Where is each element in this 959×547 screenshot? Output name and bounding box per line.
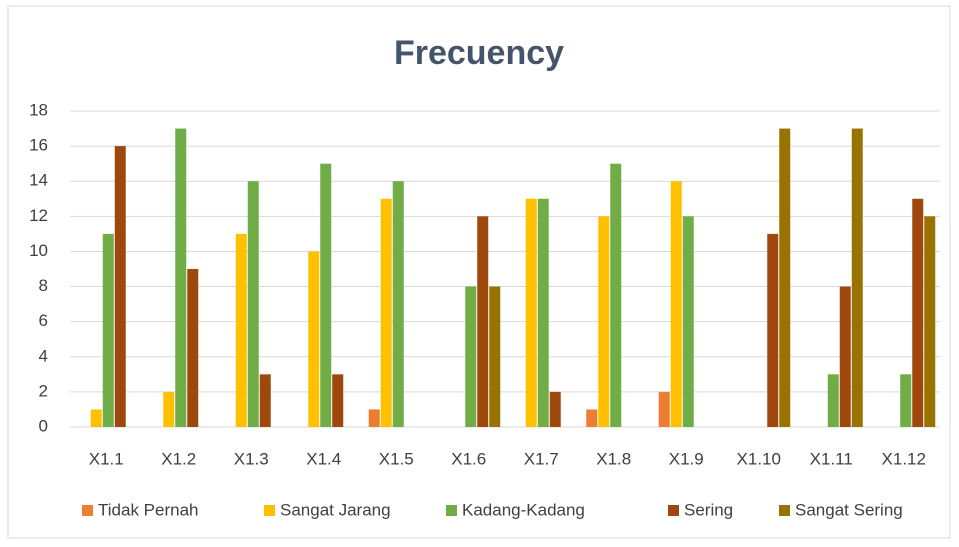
bar	[912, 198, 924, 427]
y-tick-label: 10	[29, 241, 48, 260]
bar	[114, 146, 126, 427]
bar	[525, 198, 537, 427]
bar	[90, 409, 102, 427]
legend-label: Tidak Pernah	[98, 500, 198, 519]
chart-title: Frecuency	[394, 34, 564, 72]
bar	[332, 374, 344, 427]
legend-label: Sering	[684, 500, 733, 519]
bar	[670, 181, 682, 427]
bar	[247, 181, 259, 427]
y-tick-label: 0	[39, 416, 48, 435]
bar	[682, 216, 694, 427]
bar	[827, 374, 839, 427]
bar	[598, 216, 610, 427]
legend-swatch	[446, 505, 457, 516]
bar	[900, 374, 912, 427]
bar	[465, 286, 477, 427]
legend-swatch	[264, 505, 275, 516]
bar	[235, 233, 247, 427]
x-tick-label: X1.12	[882, 449, 926, 468]
bar	[477, 216, 489, 427]
bar	[175, 128, 187, 428]
legend-swatch	[82, 505, 93, 516]
legend-swatch	[668, 505, 679, 516]
x-tick-label: X1.9	[669, 449, 704, 468]
bar	[489, 286, 501, 427]
y-tick-label: 16	[29, 136, 48, 155]
bar	[163, 391, 175, 427]
bar	[851, 128, 863, 428]
bar	[779, 128, 791, 428]
bar	[658, 391, 670, 427]
x-tick-label: X1.2	[161, 449, 196, 468]
x-tick-label: X1.5	[379, 449, 414, 468]
y-tick-label: 2	[39, 381, 48, 400]
x-tick-label: X1.7	[524, 449, 559, 468]
x-tick-label: X1.6	[451, 449, 486, 468]
legend-label: Sangat Jarang	[280, 500, 391, 519]
x-tick-label: X1.11	[810, 449, 853, 468]
bar	[767, 233, 779, 427]
bar	[259, 374, 271, 427]
bar	[839, 286, 851, 427]
bar	[537, 198, 549, 427]
y-tick-label: 4	[39, 346, 48, 365]
bar	[586, 409, 598, 427]
bar	[102, 233, 114, 427]
bar	[320, 163, 332, 427]
bar	[308, 251, 320, 427]
bar	[368, 409, 380, 427]
y-tick-label: 6	[39, 311, 48, 330]
x-tick-label: X1.8	[596, 449, 631, 468]
x-tick-label: X1.4	[306, 449, 341, 468]
bar	[924, 216, 936, 427]
x-tick-label: X1.3	[234, 449, 269, 468]
y-tick-label: 14	[29, 171, 48, 190]
bar	[392, 181, 404, 427]
x-tick-label: X1.1	[89, 449, 124, 468]
y-tick-label: 18	[29, 100, 48, 119]
bar	[549, 391, 561, 427]
legend-label: Kadang-Kadang	[462, 500, 585, 519]
y-tick-label: 12	[29, 206, 48, 225]
bar	[380, 198, 392, 427]
legend-label: Sangat Sering	[795, 500, 903, 519]
bar	[187, 269, 199, 427]
y-tick-label: 8	[39, 276, 48, 295]
x-tick-label: X1.10	[737, 449, 781, 468]
bar	[610, 163, 622, 427]
legend-swatch	[779, 505, 790, 516]
